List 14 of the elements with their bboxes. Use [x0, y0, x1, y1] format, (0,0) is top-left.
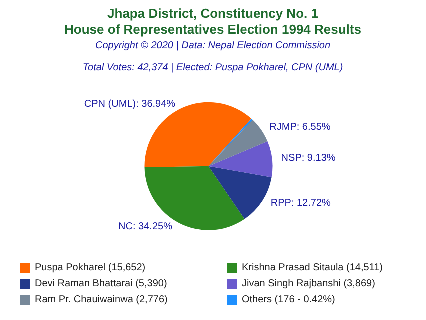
legend-label: Jivan Singh Rajbanshi (3,869)	[242, 278, 376, 290]
data-label: RPP: 12.72%	[270, 198, 332, 209]
legend-label: Puspa Pokharel (15,652)	[35, 262, 146, 274]
chart-subtitle: Copyright © 2020 | Data: Nepal Election Commission	[95, 40, 331, 52]
data-label: NSP: 9.13%	[281, 153, 336, 164]
legend-label: Devi Raman Bhattarai (5,390)	[35, 278, 168, 290]
legend-label: Ram Pr. Chauiwainwa (2,776)	[35, 294, 168, 306]
text: Total Votes: 42,374 | Elected: Puspa Pokharel, CPN (UML)	[82, 62, 344, 74]
data-label: NC: 34.25%	[118, 221, 173, 232]
legend-label: Krishna Prasad Sitaula (14,511)	[242, 262, 384, 274]
data-label: CPN (UML): 36.94%	[84, 99, 176, 110]
data-label: RJMP: 6.55%	[270, 122, 331, 134]
chart-title: Jhapa District, Constituency No. 1 House of Representatives Election 1994 Results	[64, 6, 362, 37]
legend-label: Others (176 - 0.42%)	[242, 294, 336, 306]
